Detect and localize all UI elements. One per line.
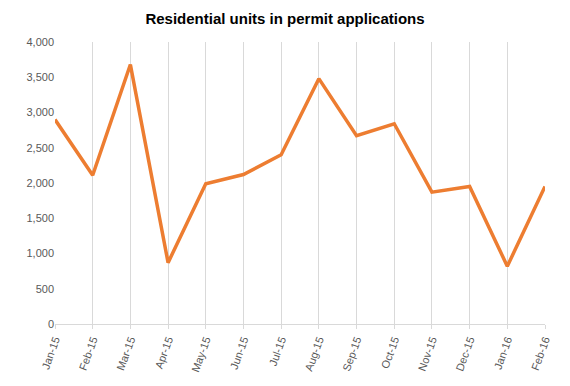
svg-text:Nov-15: Nov-15	[416, 335, 439, 372]
svg-text:500: 500	[36, 283, 54, 295]
svg-text:Feb-15: Feb-15	[77, 335, 100, 372]
svg-text:Feb-16: Feb-16	[529, 335, 552, 372]
svg-text:Jul-15: Jul-15	[267, 335, 289, 367]
svg-text:2,000: 2,000	[26, 177, 54, 189]
svg-text:Sep-15: Sep-15	[340, 335, 363, 372]
svg-text:3,000: 3,000	[26, 106, 54, 118]
svg-text:Jan-16: Jan-16	[492, 335, 515, 371]
svg-text:0: 0	[48, 318, 54, 330]
svg-text:Residential units in permit ap: Residential units in permit applications	[145, 10, 424, 27]
svg-text:Oct-15: Oct-15	[379, 335, 402, 370]
svg-text:Apr-15: Apr-15	[153, 335, 176, 370]
svg-text:Aug-15: Aug-15	[302, 335, 325, 372]
svg-text:1,500: 1,500	[26, 212, 54, 224]
svg-text:4,000: 4,000	[26, 36, 54, 48]
svg-text:Jun-15: Jun-15	[228, 335, 251, 371]
svg-text:Mar-15: Mar-15	[114, 335, 137, 372]
svg-text:3,500: 3,500	[26, 71, 54, 83]
svg-text:1,000: 1,000	[26, 247, 54, 259]
svg-text:May-15: May-15	[189, 335, 213, 374]
svg-text:Jan-15: Jan-15	[39, 335, 62, 371]
svg-text:2,500: 2,500	[26, 142, 54, 154]
svg-text:Dec-15: Dec-15	[453, 335, 476, 372]
